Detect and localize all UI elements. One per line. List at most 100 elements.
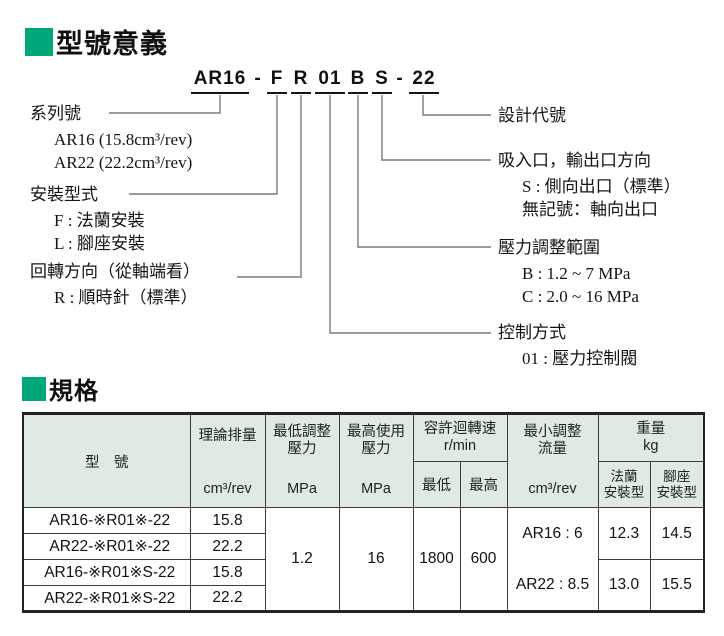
col-header-weight-unit: kg [643,438,659,454]
code-segment-rotation: R [291,68,311,94]
col-header-max-use-pressure-l2: 壓力 [361,441,391,458]
label-mounting-item: L : 腳座安裝 [54,234,145,253]
cell-model: AR22-※R01※-22 [22,533,191,560]
col-header-weight: 重量 kg [597,413,705,462]
cell-min-flow: AR16 : 6 AR22 : 8.5 [506,507,599,612]
cell-min-flow-ar16: AR16 : 6 [522,524,583,542]
cell-weight-foot: 14.5 [649,507,705,560]
col-header-speed-max-text: 最高 [469,478,498,494]
label-pressure: 壓力調整範圍 B : 1.2 ~ 7 MPa C : 2.0 ~ 16 MPa [498,236,639,308]
label-series-heading: 系列號 [30,104,81,123]
col-header-model: 型 號 [22,413,191,508]
label-port-heading: 吸入口，輸出口方向 [498,151,651,170]
col-header-min-adj-pressure-l2: 壓力 [287,441,317,458]
connector-control-line [329,95,491,334]
cell-model: AR16-※R01※S-22 [22,559,191,586]
col-header-model-text: 型 號 [85,454,129,471]
label-series: 系列號 AR16 (15.8cm³/rev) AR22 (22.2cm³/rev… [30,102,192,174]
label-design: 設計代號 [498,104,566,130]
col-header-weight-flange-l2: 安裝型 [603,484,645,500]
table-row: AR16-※R01※S-22 15.8 13.0 15.5 [22,559,705,612]
section-title-text: 規格 [49,378,99,405]
col-header-speed-unit: r/min [443,438,477,454]
col-header-displacement: 理論排量 cm³/rev [189,413,266,508]
table-row: AR22-※R01※S-22 22.2 [22,585,704,612]
label-control: 控制方式 01 : 壓力控制閥 [498,321,637,370]
code-segment-port: S [372,68,392,94]
cell-weight-flange: 13.0 [597,559,651,612]
connector-design-line [422,95,491,116]
col-header-weight-foot-l1: 腳座 [663,469,691,485]
code-segment-pressure: B [348,68,368,94]
col-header-speed: 容許迴轉速 r/min [412,413,508,462]
green-square-icon [22,376,46,401]
col-header-displacement-unit: cm³/rev [203,481,252,497]
cell-model: AR22-※R01※S-22 [22,585,191,612]
col-header-min-flow: 最小調整 流量 cm³/rev [506,413,599,508]
cell-model: AR16-※R01※-22 [22,507,191,534]
label-design-heading: 設計代號 [498,106,566,125]
cell-displacement: 22.2 [189,533,266,560]
cell-displacement: 22.2 [189,585,266,612]
table-row: AR22-※R01※-22 22.2 [22,533,704,560]
label-mounting-heading: 安裝型式 [30,185,98,204]
section-title-spec: 規格 [22,371,99,406]
label-series-item: AR22 (22.2cm³/rev) [54,153,193,172]
code-segment-control: 01 [315,68,345,94]
col-header-min-adj-pressure-unit: MPa [287,481,317,497]
label-rotation: 回轉方向（從軸端看） R : 順時針（標準） [30,260,200,309]
table-row: AR16-※R01※-22 15.8 1.2 16 1800 600 AR16 … [22,507,705,612]
label-control-item: 01 : 壓力控制閥 [522,349,638,368]
col-header-min-adj-pressure-l1: 最低調整 [273,424,331,440]
col-header-displacement-title: 理論排量 [198,428,257,444]
col-header-weight-flange-l1: 法蘭 [610,469,638,485]
code-segment-design: 22 [409,68,439,94]
code-segment-series: AR16 [191,68,249,94]
connector-pressure-line [357,95,491,248]
label-pressure-item: C : 2.0 ~ 16 MPa [522,287,639,306]
col-header-min-flow-unit: cm³/rev [528,481,577,497]
col-header-speed-title: 容許迴轉速 [423,420,497,437]
model-meaning-section: 型號意義 AR16 - F R 01 B S - 22 系列號 AR16 (15… [25,22,681,370]
cell-weight-flange: 12.3 [597,507,651,560]
label-mounting: 安裝型式 F : 法蘭安裝 L : 腳座安裝 [30,183,145,255]
col-header-max-use-pressure-l1: 最高使用 [347,424,405,440]
code-segment-mounting: F [267,68,287,94]
col-header-speed-min: 最低 [412,461,461,508]
col-header-min-flow-l1: 最小調整 [523,424,582,440]
label-port-item: 無記號：軸向出口 [522,200,658,219]
spec-table: 型 號 理論排量 cm³/rev 最低調整 壓力 MPa 最高使用 壓力 [22,412,705,613]
cell-max-use-pressure: 16 [338,507,414,612]
cell-min-flow-ar22: AR22 : 8.5 [515,575,590,593]
label-rotation-heading: 回轉方向（從軸端看） [30,262,200,281]
label-port: 吸入口，輸出口方向 S : 側向出口（標準） 無記號：軸向出口 [498,149,681,221]
col-header-speed-min-text: 最低 [422,478,451,494]
label-series-item: AR16 (15.8cm³/rev) [54,130,193,149]
col-header-min-adj-pressure: 最低調整 壓力 MPa [264,413,340,508]
label-rotation-item: R : 順時針（標準） [54,288,198,307]
connector-port-line [381,95,491,161]
code-segment-dash2: - [396,68,404,89]
cell-displacement: 15.8 [189,559,266,586]
label-mounting-item: F : 法蘭安裝 [54,211,145,230]
label-pressure-item: B : 1.2 ~ 7 MPa [522,264,631,283]
col-header-speed-max: 最高 [459,461,508,508]
section-title-model-meaning: 型號意義 [25,22,168,61]
label-pressure-heading: 壓力調整範圍 [498,238,600,257]
col-header-min-flow-l2: 流量 [538,441,567,458]
col-header-weight-flange: 法蘭 安裝型 [597,461,651,508]
col-header-weight-foot: 腳座 安裝型 [649,461,705,508]
cell-displacement: 15.8 [189,507,266,534]
cell-speed-max: 600 [459,507,508,612]
cell-speed-min: 1800 [412,507,461,612]
col-header-weight-title: 重量 [636,420,666,437]
label-port-item: S : 側向出口（標準） [522,177,681,196]
col-header-max-use-pressure: 最高使用 壓力 MPa [338,413,414,508]
col-header-weight-foot-l2: 安裝型 [656,484,698,500]
col-header-max-use-pressure-unit: MPa [361,481,391,497]
label-control-heading: 控制方式 [498,323,566,342]
connector-rotation-line [237,95,302,278]
code-segment-dash: - [254,68,262,89]
section-title-text: 型號意義 [56,29,168,59]
cell-min-adj-pressure: 1.2 [264,507,340,612]
